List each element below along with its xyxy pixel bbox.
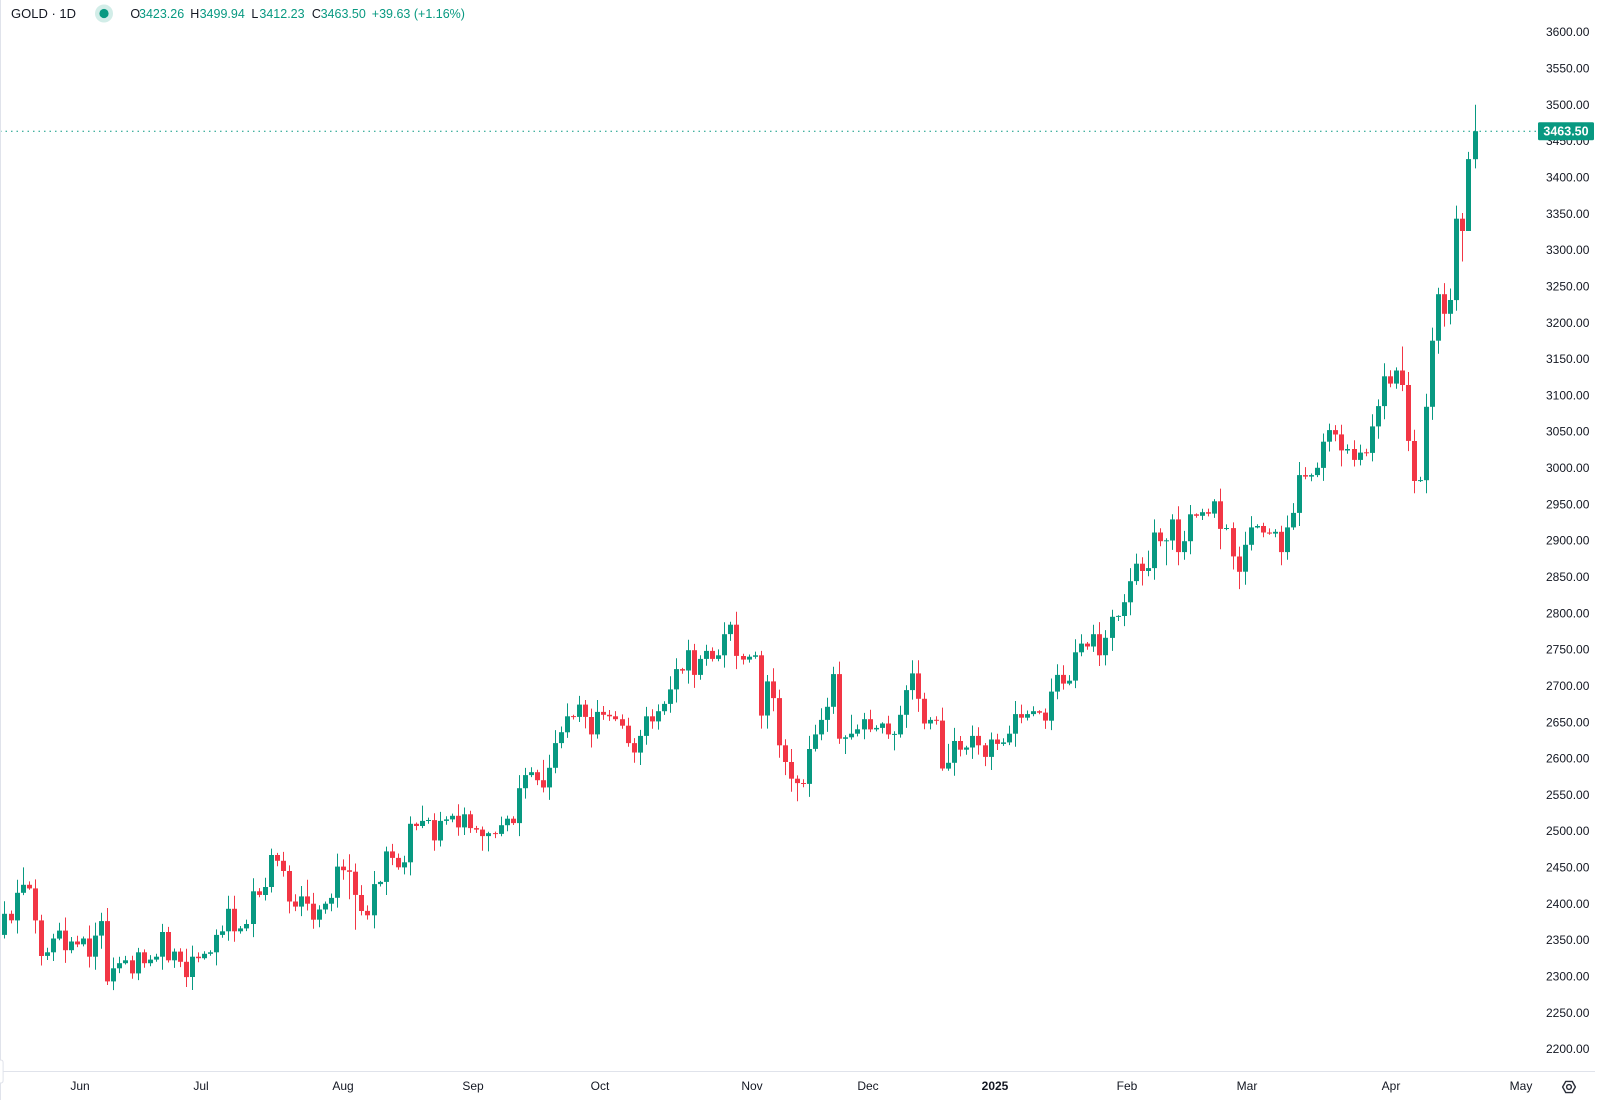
svg-text:2600.00: 2600.00 xyxy=(1546,752,1590,766)
svg-text:Sep: Sep xyxy=(462,1079,484,1093)
svg-text:+39.63 (+1.16%): +39.63 (+1.16%) xyxy=(372,7,465,21)
svg-text:Feb: Feb xyxy=(1117,1079,1138,1093)
svg-text:3600.00: 3600.00 xyxy=(1546,25,1590,39)
svg-text:O: O xyxy=(130,7,140,21)
svg-text:Apr: Apr xyxy=(1382,1079,1401,1093)
svg-text:2800.00: 2800.00 xyxy=(1546,606,1590,620)
svg-text:2550.00: 2550.00 xyxy=(1546,788,1590,802)
svg-text:2950.00: 2950.00 xyxy=(1546,497,1590,511)
svg-text:2700.00: 2700.00 xyxy=(1546,679,1590,693)
svg-text:3000.00: 3000.00 xyxy=(1546,461,1590,475)
svg-text:Dec: Dec xyxy=(857,1079,878,1093)
svg-text:2250.00: 2250.00 xyxy=(1546,1006,1590,1020)
svg-text:May: May xyxy=(1510,1079,1533,1093)
svg-text:3050.00: 3050.00 xyxy=(1546,425,1590,439)
svg-text:2400.00: 2400.00 xyxy=(1546,897,1590,911)
svg-text:L: L xyxy=(251,7,258,21)
svg-text:2450.00: 2450.00 xyxy=(1546,861,1590,875)
svg-text:3200.00: 3200.00 xyxy=(1546,316,1590,330)
svg-text:2500.00: 2500.00 xyxy=(1546,824,1590,838)
svg-text:3350.00: 3350.00 xyxy=(1546,207,1590,221)
svg-text:Mar: Mar xyxy=(1237,1079,1258,1093)
svg-text:3100.00: 3100.00 xyxy=(1546,388,1590,402)
svg-text:2350.00: 2350.00 xyxy=(1546,933,1590,947)
svg-text:3550.00: 3550.00 xyxy=(1546,62,1590,76)
svg-text:2850.00: 2850.00 xyxy=(1546,570,1590,584)
svg-text:3463.50: 3463.50 xyxy=(321,7,366,21)
svg-text:Nov: Nov xyxy=(741,1079,762,1093)
svg-text:GOLD · 1D: GOLD · 1D xyxy=(11,6,76,21)
svg-text:Jul: Jul xyxy=(193,1079,208,1093)
svg-text:2650.00: 2650.00 xyxy=(1546,715,1590,729)
svg-text:C: C xyxy=(312,7,321,21)
svg-text:H: H xyxy=(190,7,199,21)
svg-text:3150.00: 3150.00 xyxy=(1546,352,1590,366)
svg-text:3412.23: 3412.23 xyxy=(259,7,304,21)
svg-text:3400.00: 3400.00 xyxy=(1546,171,1590,185)
svg-text:3500.00: 3500.00 xyxy=(1546,98,1590,112)
svg-text:2300.00: 2300.00 xyxy=(1546,970,1590,984)
svg-text:2200.00: 2200.00 xyxy=(1546,1042,1590,1056)
svg-text:3300.00: 3300.00 xyxy=(1546,243,1590,257)
svg-text:2025: 2025 xyxy=(982,1079,1009,1093)
svg-text:3499.94: 3499.94 xyxy=(200,7,245,21)
svg-text:2750.00: 2750.00 xyxy=(1546,643,1590,657)
svg-text:Jun: Jun xyxy=(70,1079,89,1093)
svg-text:3463.50: 3463.50 xyxy=(1543,125,1588,139)
svg-text:3250.00: 3250.00 xyxy=(1546,279,1590,293)
svg-text:3423.26: 3423.26 xyxy=(139,7,184,21)
svg-text:Aug: Aug xyxy=(332,1079,353,1093)
svg-text:2900.00: 2900.00 xyxy=(1546,534,1590,548)
svg-text:Oct: Oct xyxy=(591,1079,610,1093)
